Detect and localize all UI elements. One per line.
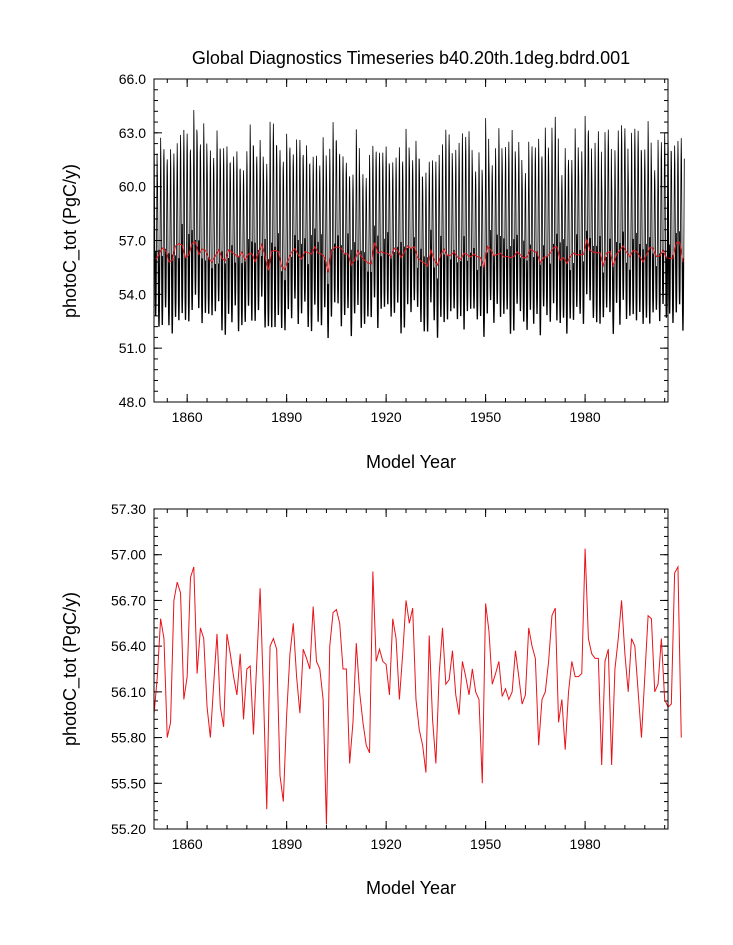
x-tick-label: 1950 [470, 409, 501, 425]
top-chart-x-axis-label: Model Year [366, 452, 456, 472]
x-tick-label: 1890 [271, 409, 302, 425]
y-tick-label: 56.70 [111, 592, 146, 608]
y-tick-label: 54.0 [119, 286, 146, 302]
y-tick-label: 48.0 [119, 394, 146, 410]
top-chart-frame [153, 78, 669, 403]
x-tick-label: 1920 [371, 836, 402, 852]
y-tick-label: 57.0 [119, 233, 146, 249]
y-tick-label: 56.40 [111, 638, 146, 654]
top-chart-annual-series [155, 237, 684, 273]
y-tick-label: 55.20 [111, 821, 146, 837]
x-tick-label: 1920 [371, 409, 402, 425]
bottom-chart-x-axis-label: Model Year [366, 878, 456, 898]
top-chart-x-tick-labels: 1860 1890 1920 1950 1980 [172, 409, 601, 425]
y-tick-label: 57.00 [111, 547, 146, 563]
x-tick-label: 1890 [271, 836, 302, 852]
bottom-chart-y-axis-label: photoC_tot (PgC/y) [60, 592, 81, 746]
bottom-chart-annual-series [153, 548, 682, 825]
top-chart-y-tick-labels: 48.0 51.0 54.0 57.0 60.0 63.0 66.0 [119, 71, 146, 410]
bottom-chart: 55.20 55.50 55.80 56.10 56.40 56.70 57.00 57.30… [60, 501, 682, 898]
x-tick-label: 1950 [470, 836, 501, 852]
x-tick-label: 1980 [570, 836, 601, 852]
annual-mean-line [155, 237, 684, 273]
top-chart-monthly-series [153, 110, 685, 339]
y-tick-label: 56.10 [111, 684, 146, 700]
monthly-line [153, 110, 685, 339]
y-tick-label: 51.0 [119, 340, 146, 356]
bottom-chart-frame [153, 508, 669, 830]
x-tick-label: 1860 [172, 836, 203, 852]
chart-title: Global Diagnostics Timeseries b40.20th.1… [192, 48, 630, 68]
bottom-chart-ticks [154, 508, 668, 830]
y-tick-label: 66.0 [119, 71, 146, 87]
y-tick-label: 63.0 [119, 125, 146, 141]
y-tick-label: 57.30 [111, 501, 146, 517]
y-tick-label: 55.80 [111, 730, 146, 746]
bottom-chart-y-tick-labels: 55.20 55.50 55.80 56.10 56.40 56.70 57.00 57.30 [111, 501, 146, 837]
y-tick-label: 60.0 [119, 179, 146, 195]
top-chart-y-axis-label: photoC_tot (PgC/y) [60, 164, 81, 318]
annual-mean-line [153, 548, 682, 825]
y-tick-label: 55.50 [111, 775, 146, 791]
x-tick-label: 1860 [172, 409, 203, 425]
x-tick-label: 1980 [570, 409, 601, 425]
top-chart: Global Diagnostics Timeseries b40.20th.1… [60, 48, 685, 472]
bottom-chart-x-tick-labels: 1860 1890 1920 1950 1980 [172, 836, 601, 852]
